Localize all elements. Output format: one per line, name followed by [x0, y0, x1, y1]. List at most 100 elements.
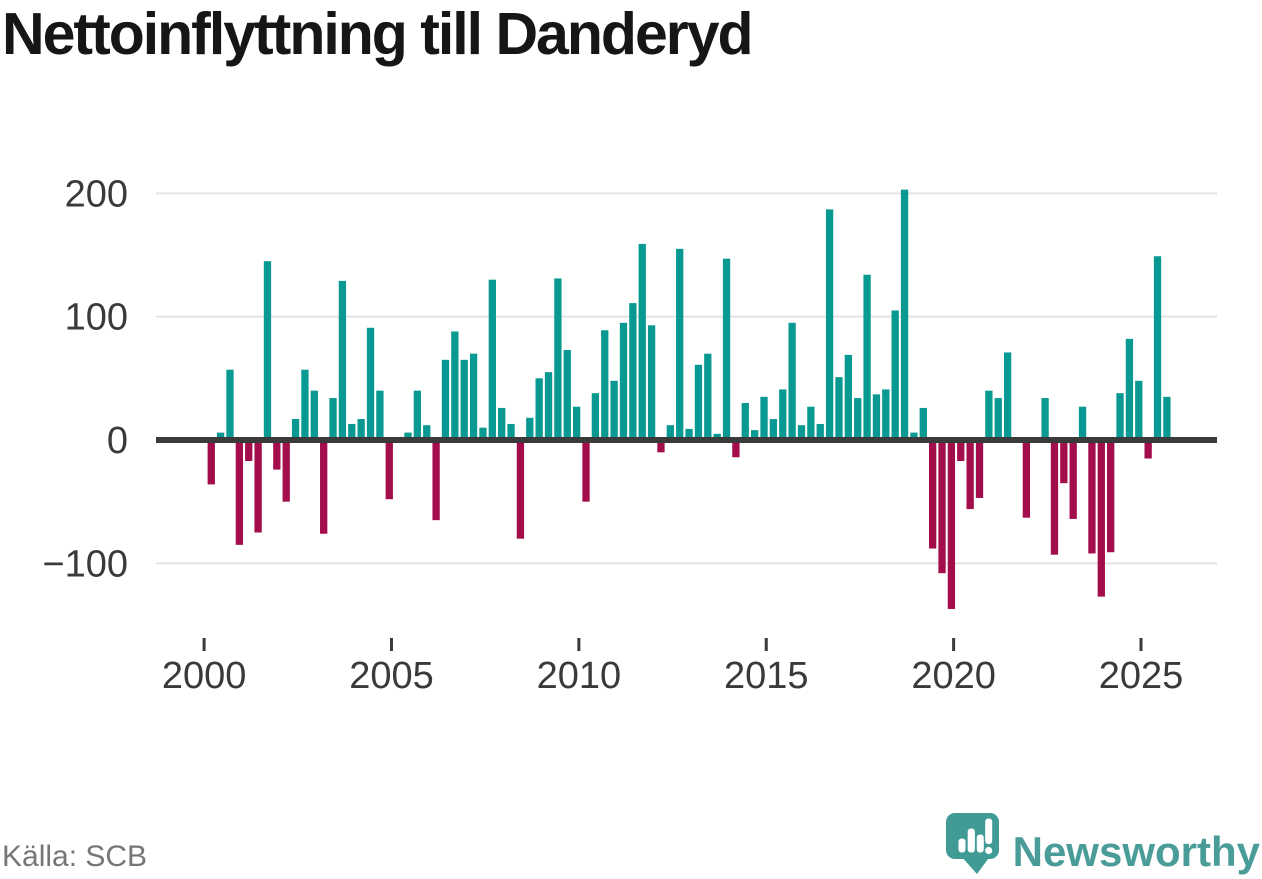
bar — [1003, 352, 1012, 440]
bar — [694, 364, 703, 440]
bar — [441, 359, 450, 440]
bar — [329, 398, 337, 440]
bar — [863, 274, 871, 440]
bar — [1135, 380, 1143, 440]
bar — [338, 280, 347, 440]
bar — [601, 330, 609, 440]
y-axis-label: 0 — [107, 420, 128, 462]
bar — [1116, 393, 1124, 440]
bar — [797, 425, 806, 440]
bar — [254, 440, 262, 533]
bar — [544, 372, 553, 440]
bar — [263, 261, 272, 440]
y-axis-label: −100 — [42, 543, 128, 585]
bar — [985, 390, 993, 440]
bar — [376, 390, 384, 440]
bar — [235, 440, 244, 545]
bar — [676, 248, 684, 440]
bar — [825, 209, 834, 440]
bar — [591, 393, 600, 440]
bar — [929, 440, 937, 549]
bar — [779, 389, 787, 440]
bar — [1022, 440, 1031, 518]
bar — [966, 440, 974, 510]
bar — [713, 433, 721, 440]
bar — [469, 353, 478, 440]
bar — [1088, 440, 1096, 554]
bar — [366, 327, 375, 440]
bar — [1144, 440, 1152, 459]
bar — [1153, 256, 1162, 440]
bar — [582, 440, 590, 502]
bar — [404, 432, 412, 440]
bar — [488, 279, 496, 440]
bar — [357, 419, 365, 440]
bar — [460, 359, 468, 440]
newsworthy-logo: Newsworthy — [930, 810, 1260, 879]
bar — [1107, 440, 1115, 553]
bar — [1078, 406, 1087, 440]
x-axis-label: 2015 — [724, 655, 809, 697]
bar — [751, 430, 759, 440]
bar — [554, 278, 562, 440]
bar — [872, 394, 881, 440]
bar — [301, 369, 309, 440]
bar — [647, 325, 656, 440]
bar — [1060, 440, 1068, 484]
bar — [479, 427, 487, 440]
bar — [1050, 440, 1059, 555]
bar — [910, 432, 918, 440]
bar — [1041, 398, 1049, 440]
chart-title: Nettoinflyttning till Danderyd — [2, 1, 754, 67]
bar — [526, 417, 534, 440]
source-caption: Källa: SCB — [2, 840, 148, 873]
bar — [535, 378, 543, 440]
bar — [432, 440, 440, 521]
bar — [282, 440, 290, 502]
bar — [207, 440, 215, 485]
bar — [413, 390, 422, 440]
newsworthy-logo-icon — [946, 813, 999, 874]
bar — [610, 380, 618, 440]
bar — [975, 440, 984, 498]
bar — [666, 425, 674, 440]
newsworthy-wordmark: Newsworthy — [1012, 828, 1260, 875]
bar — [882, 389, 890, 440]
bar — [423, 425, 431, 440]
bar — [348, 423, 356, 440]
x-axis-label: 2005 — [349, 655, 434, 697]
x-axis-label: 2025 — [1099, 655, 1184, 697]
bar — [657, 440, 665, 453]
bar — [638, 243, 646, 440]
bar — [788, 322, 796, 440]
bar — [900, 189, 909, 440]
bar — [507, 423, 515, 440]
y-axis-label: 200 — [65, 173, 128, 215]
bar — [722, 258, 731, 440]
bar — [854, 398, 862, 440]
x-axis-label: 2000 — [162, 655, 247, 697]
x-axis-label: 2020 — [911, 655, 996, 697]
bar — [320, 440, 328, 534]
bar — [226, 369, 234, 440]
bar — [1163, 396, 1171, 440]
bar — [1069, 440, 1077, 519]
bar — [498, 407, 506, 440]
bar — [572, 406, 581, 440]
bar — [291, 419, 300, 440]
bar — [732, 440, 740, 458]
y-axis-label: 100 — [65, 297, 128, 339]
bar — [994, 398, 1002, 440]
bar — [451, 331, 459, 440]
bar — [245, 440, 253, 461]
bar — [816, 423, 824, 440]
bar — [741, 403, 749, 440]
bar — [310, 390, 318, 440]
bar — [835, 377, 843, 440]
bar — [619, 322, 628, 440]
bar — [704, 353, 712, 440]
bar — [957, 440, 965, 461]
bar — [938, 440, 946, 574]
